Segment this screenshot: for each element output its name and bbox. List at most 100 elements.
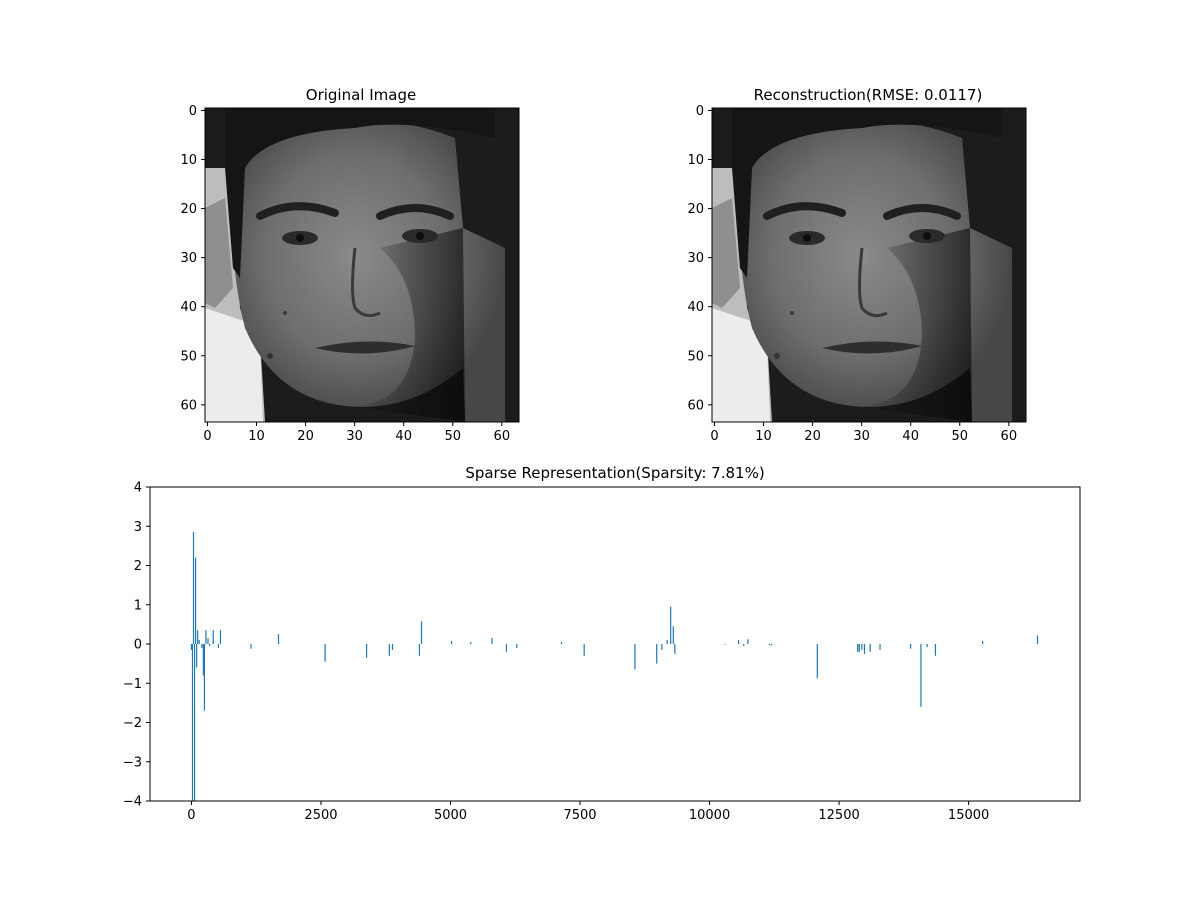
- y-tick-label: 20: [180, 202, 197, 217]
- coefficient-bar: [879, 644, 881, 650]
- coefficient-bar: [450, 640, 453, 644]
- coefficient-bar: [769, 644, 771, 646]
- y-tick-label: 1: [134, 598, 142, 613]
- original-image-x-ticks: 0 10 20 30 40 50 60: [203, 422, 510, 444]
- y-tick-label: 30: [687, 251, 704, 266]
- coefficient-bar: [391, 644, 394, 650]
- y-tick-label: 0: [189, 104, 197, 119]
- sparse-plot-frame: [149, 486, 1081, 802]
- coefficient-bar: [208, 644, 211, 646]
- coefficient-bar: [771, 644, 773, 646]
- y-tick-label: 0: [696, 104, 704, 119]
- x-tick-label: 10000: [689, 808, 730, 823]
- original-face-image: [205, 108, 519, 422]
- x-tick-label: 15000: [948, 808, 989, 823]
- x-tick-label: 10: [248, 429, 265, 444]
- coefficient-bar: [934, 644, 937, 656]
- y-tick-label: −3: [123, 755, 142, 770]
- x-tick-label: 10: [755, 429, 772, 444]
- original-image-title: Original Image: [306, 86, 416, 104]
- coefficient-bar: [192, 532, 195, 644]
- coefficient-bar: [747, 639, 749, 644]
- reconstruction-x-ticks: 0 10 20 30 40 50 60: [710, 422, 1017, 444]
- sparse-representation-title: Sparse Representation(Sparsity: 7.81%): [465, 464, 764, 482]
- y-tick-label: 50: [687, 349, 704, 364]
- coefficient-bar: [505, 644, 508, 652]
- coefficient-bar: [674, 644, 676, 654]
- coefficient-bar: [194, 557, 197, 644]
- coefficient-bar: [857, 644, 859, 652]
- x-tick-label: 40: [902, 429, 919, 444]
- coefficient-bar: [920, 644, 922, 707]
- x-tick-label: 0: [187, 808, 195, 823]
- coefficient-bar: [858, 644, 860, 652]
- x-tick-label: 30: [346, 429, 363, 444]
- coefficient-bar: [196, 644, 198, 668]
- coefficient-bar: [516, 644, 518, 648]
- x-tick-label: 12500: [818, 808, 859, 823]
- x-tick-label: 5000: [434, 808, 467, 823]
- sparse-y-ticks: 4 3 2 1 0 −1 −2 −3 −4: [123, 481, 150, 810]
- coefficient-bar: [656, 644, 658, 664]
- coefficient-bar: [670, 606, 672, 644]
- coefficient-bar: [212, 630, 214, 644]
- x-tick-label: 60: [494, 429, 511, 444]
- y-tick-label: 4: [134, 481, 142, 496]
- coefficient-bar: [672, 626, 674, 644]
- x-tick-label: 0: [203, 429, 211, 444]
- y-tick-label: −4: [123, 795, 142, 810]
- coefficient-bar: [583, 644, 585, 656]
- coefficient-bar: [634, 644, 636, 670]
- coefficient-bar: [743, 644, 745, 646]
- coefficient-bar: [981, 640, 984, 644]
- coefficient-bar: [861, 644, 863, 650]
- coefficient-bar: [737, 640, 740, 644]
- y-tick-label: 60: [687, 398, 704, 413]
- y-tick-label: 10: [180, 153, 197, 168]
- sparse-representation-panel: Sparse Representation(Sparsity: 7.81%) 0…: [123, 464, 1081, 823]
- coefficient-bar: [205, 630, 207, 644]
- y-tick-label: 50: [180, 349, 197, 364]
- y-tick-label: 10: [687, 153, 704, 168]
- x-tick-label: 2500: [304, 808, 337, 823]
- coefficient-bar: [250, 644, 252, 649]
- coefficient-bar: [197, 630, 199, 644]
- reconstruction-panel: Reconstruction(RMSE: 0.0117) 0 10 20 30 40 50…: [687, 86, 1027, 444]
- coefficient-bar: [388, 644, 390, 656]
- x-tick-label: 60: [1001, 429, 1018, 444]
- x-tick-label: 20: [297, 429, 314, 444]
- x-tick-label: 30: [853, 429, 870, 444]
- x-tick-label: 40: [395, 429, 412, 444]
- reconstruction-y-ticks: 0 10 20 30 40 50 60: [687, 104, 712, 413]
- y-tick-label: 0: [134, 638, 142, 653]
- original-image-y-ticks: 0 10 20 30 40 50 60: [180, 104, 205, 413]
- coefficient-bar: [191, 644, 194, 801]
- x-tick-label: 0: [710, 429, 718, 444]
- x-tick-label: 7500: [563, 808, 596, 823]
- sparse-coefficient-bars: [190, 532, 1039, 801]
- coefficient-bar: [198, 640, 200, 644]
- sparse-x-ticks: 0 2500 5000 7500 10000 12500 15000: [187, 801, 989, 823]
- coefficient-bar: [666, 640, 668, 644]
- coefficient-bar: [203, 644, 206, 711]
- y-tick-label: −1: [123, 677, 142, 692]
- coefficient-bar: [470, 642, 472, 644]
- coefficient-bar: [418, 644, 421, 656]
- coefficient-bar: [365, 644, 368, 658]
- coefficient-bar: [193, 644, 196, 801]
- coefficient-bar: [1036, 635, 1039, 644]
- x-tick-label: 50: [951, 429, 968, 444]
- coefficient-bar: [926, 644, 928, 648]
- coefficient-bar: [909, 644, 912, 649]
- y-tick-label: 20: [687, 202, 704, 217]
- coefficient-bar: [201, 644, 203, 648]
- coefficient-bar: [560, 642, 562, 644]
- coefficient-bar: [661, 644, 663, 650]
- y-tick-label: 60: [180, 398, 197, 413]
- coefficient-bar: [863, 644, 866, 654]
- coefficient-bar: [724, 644, 726, 645]
- coefficient-bar: [217, 644, 219, 648]
- coefficient-bar: [219, 630, 222, 644]
- y-tick-label: 3: [134, 520, 142, 535]
